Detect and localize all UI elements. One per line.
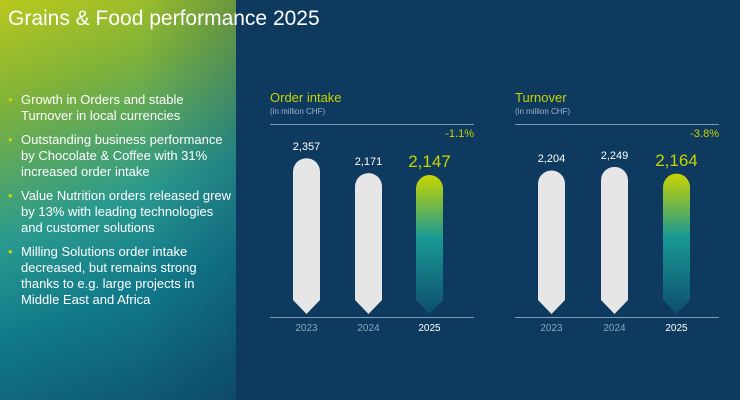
bullet-icon: •: [8, 244, 13, 259]
bar-2023: [293, 158, 320, 314]
chart-subtitle: (in million CHF): [515, 107, 571, 116]
bullet-icon: •: [8, 188, 13, 203]
bullet-list: • Growth in Orders and stable Turnover in…: [8, 92, 233, 316]
value-label: 2,204: [537, 153, 566, 166]
value-label: 2,171: [354, 156, 383, 169]
bullet-item: • Outstanding business performance by Cho…: [8, 132, 233, 180]
bullet-item: • Value Nutrition orders released grew by…: [8, 188, 233, 236]
bar-2023: [538, 170, 565, 314]
bullet-item: • Growth in Orders and stable Turnover in…: [8, 92, 233, 124]
chart-baseline: [515, 317, 719, 318]
year-label: 2024: [603, 323, 626, 334]
chart-title: Order intake: [270, 90, 342, 105]
value-label: 2,357: [292, 141, 321, 154]
gradient-panel: [0, 0, 236, 400]
year-label: 2023: [295, 323, 318, 334]
bar-2025: [663, 173, 690, 314]
chart-subtitle: (in million CHF): [270, 107, 326, 116]
bullet-icon: •: [8, 92, 13, 107]
year-label: 2024: [357, 323, 380, 334]
bullet-icon: •: [8, 132, 13, 147]
bullet-text: Growth in Orders and stable Turnover in …: [21, 92, 184, 123]
bar-2024: [601, 166, 628, 314]
bullet-item: • Milling Solutions order intake decrease…: [8, 244, 233, 308]
change-label: -1.1%: [445, 128, 474, 140]
chart-baseline: [270, 317, 474, 318]
bullet-text: Milling Solutions order intake decreased…: [21, 244, 197, 307]
year-label: 2025: [418, 323, 441, 334]
bar-2025: [416, 175, 443, 314]
slide-title: Grains & Food performance 2025: [8, 7, 320, 30]
value-label: 2,249: [600, 149, 629, 162]
chart-top-rule: [515, 124, 719, 125]
year-label: 2023: [540, 323, 563, 334]
chart-title: Turnover: [515, 90, 567, 105]
chart-top-rule: [270, 124, 474, 125]
value-label: 2,147: [408, 152, 451, 171]
bar-2024: [355, 173, 382, 314]
bullet-text: Outstanding business performance by Choc…: [21, 132, 223, 179]
bullet-text: Value Nutrition orders released grew by …: [21, 188, 232, 235]
value-label: 2,164: [655, 150, 698, 170]
change-label: -3.8%: [690, 128, 719, 140]
year-label: 2025: [665, 323, 688, 334]
